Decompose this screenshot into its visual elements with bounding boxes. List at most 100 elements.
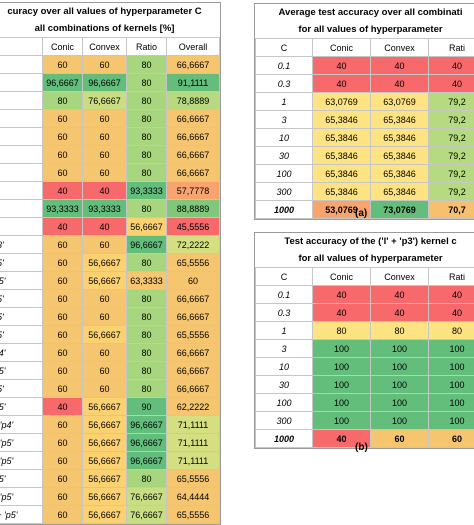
value-cell: 96,6667 (127, 236, 167, 254)
value-cell: 63,3333 (127, 272, 167, 290)
table-title-line: all combinations of kernels [%] (0, 20, 220, 38)
value-cell: 66,6667 (167, 128, 220, 146)
value-cell: 60 (43, 362, 83, 380)
value-cell: 96,6667 (127, 452, 167, 470)
title-row: all combinations of kernels [%] (0, 20, 220, 38)
value-cell: 60 (83, 164, 127, 182)
value-cell: 66,6667 (167, 56, 220, 74)
value-cell: 56,6667 (83, 488, 127, 506)
value-cell: 40 (429, 57, 474, 75)
value-cell: 65,5556 (167, 254, 220, 272)
value-cell: 76,6667 (127, 488, 167, 506)
value-cell: 79,2 (429, 93, 474, 111)
row-label: p3' (0, 236, 43, 254)
row-label: 'p5' (0, 470, 43, 488)
value-cell: 80 (127, 128, 167, 146)
value-cell: 79,2 (429, 111, 474, 129)
value-cell: 60 (371, 430, 429, 448)
value-cell: 80 (127, 74, 167, 92)
value-cell: 66,6667 (167, 146, 220, 164)
value-cell: 56,6667 (83, 506, 127, 524)
value-cell: 80 (127, 326, 167, 344)
value-cell: 100 (371, 376, 429, 394)
row-label (0, 218, 43, 236)
value-cell: 40 (371, 286, 429, 304)
value-cell: 100 (429, 358, 474, 376)
value-cell: 60 (83, 344, 127, 362)
table-a: Average test accuracy over all combinati… (254, 3, 474, 220)
row-label (0, 56, 43, 74)
table-title-line: for all values of hyperparameter (256, 250, 474, 268)
value-cell: 60 (43, 254, 83, 272)
column-header: Conic (43, 38, 83, 56)
value-cell: 100 (429, 340, 474, 358)
value-cell: 80 (127, 110, 167, 128)
value-cell: 65,3846 (371, 111, 429, 129)
column-header: Rati (429, 39, 474, 57)
value-cell: 60 (43, 236, 83, 254)
value-cell: 100 (371, 358, 429, 376)
value-cell: 80 (127, 92, 167, 110)
row-label: p5' (0, 326, 43, 344)
row-label: + 'p5' (0, 434, 43, 452)
value-cell: 100 (313, 412, 371, 430)
value-cell: 100 (313, 376, 371, 394)
value-cell: 80 (127, 362, 167, 380)
value-cell: 40 (429, 286, 474, 304)
row-label: 100 (256, 165, 313, 183)
value-cell: 70,7 (429, 201, 474, 219)
value-cell: 66,6667 (167, 380, 220, 398)
value-cell: 56,6667 (83, 398, 127, 416)
value-cell: 100 (429, 412, 474, 430)
value-cell: 40 (43, 182, 83, 200)
value-cell: 56,6667 (83, 470, 127, 488)
value-cell: 100 (371, 340, 429, 358)
row-label: 1 (256, 322, 313, 340)
value-cell: 40 (313, 304, 371, 322)
column-header: Conic (313, 39, 371, 57)
value-cell: 40 (371, 75, 429, 93)
row-label: 0.1 (256, 286, 313, 304)
title-row: Average test accuracy over all combinati (256, 4, 474, 21)
value-cell: 80 (371, 322, 429, 340)
value-cell: 100 (313, 340, 371, 358)
value-cell: 60 (43, 146, 83, 164)
value-cell: 65,3846 (371, 129, 429, 147)
row-label (0, 146, 43, 164)
value-cell: 100 (313, 358, 371, 376)
row-label: p5' (0, 308, 43, 326)
row-label: 'p4' (0, 344, 43, 362)
value-cell: 73,0769 (371, 201, 429, 219)
row-label: 'p5' (0, 398, 43, 416)
value-cell: 79,2 (429, 165, 474, 183)
value-cell: 56,6667 (83, 452, 127, 470)
value-cell: 100 (429, 394, 474, 412)
caption-b: (b) (355, 442, 368, 453)
row-label: 0.1 (256, 57, 313, 75)
row-label: ' + 'p5' (0, 506, 43, 524)
column-header: Rati (429, 268, 474, 286)
value-cell: 66,6667 (167, 344, 220, 362)
value-cell: 65,3846 (313, 165, 371, 183)
row-label: 30 (256, 376, 313, 394)
value-cell: 60 (43, 452, 83, 470)
value-cell: 56,6667 (83, 416, 127, 434)
row-label: 10 (256, 358, 313, 376)
column-header: Overall (167, 38, 220, 56)
value-cell: 66,6667 (167, 308, 220, 326)
